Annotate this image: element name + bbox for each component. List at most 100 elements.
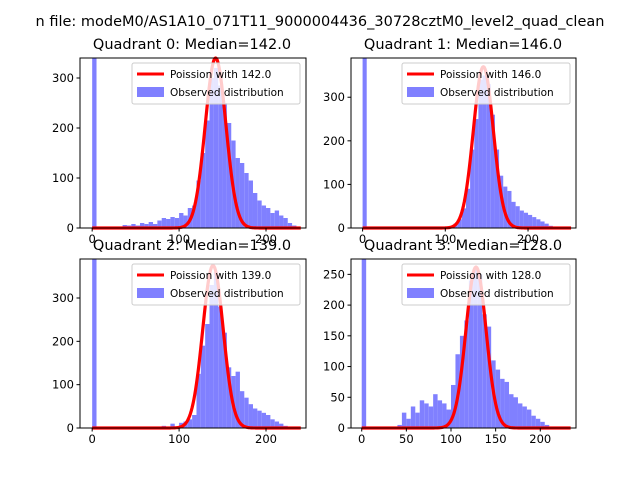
histogram-bar bbox=[209, 285, 214, 428]
histogram-bar bbox=[536, 219, 541, 228]
y-tick-label: 200 bbox=[323, 134, 345, 148]
histogram-bar bbox=[144, 224, 149, 228]
legend-histogram-label: Observed distribution bbox=[440, 87, 554, 99]
quadrant-1-panel: Quadrant 1: Median=146.0 0 100 200 0 100 200 3… bbox=[323, 37, 577, 246]
histogram-bar bbox=[252, 408, 258, 428]
legend-poisson-label: Poission with 146.0 bbox=[440, 69, 541, 81]
histogram-bar bbox=[218, 306, 223, 428]
x-tick-label: 50 bbox=[399, 432, 414, 446]
x-tick-label: 200 bbox=[255, 232, 277, 246]
histogram-bar bbox=[183, 215, 188, 228]
histogram-bar bbox=[507, 190, 512, 228]
x-tick-label: 150 bbox=[485, 432, 507, 446]
quadrant-2-legend: Poission with 139.0 Observed distributio… bbox=[131, 263, 301, 306]
histogram-bar bbox=[482, 75, 487, 228]
histogram-bar bbox=[437, 400, 443, 428]
histogram-bar bbox=[235, 158, 240, 228]
histogram-bar bbox=[415, 412, 420, 428]
histogram-bar bbox=[528, 214, 533, 228]
quadrant-0-axes-frame bbox=[79, 57, 307, 229]
histogram-bar bbox=[531, 415, 536, 428]
histogram-bar bbox=[401, 412, 407, 428]
figure-suptitle: n file: modeM0/AS1A10_071T11_9000004436_… bbox=[36, 14, 605, 30]
legend-box bbox=[131, 62, 301, 105]
histogram-bar bbox=[287, 223, 293, 228]
histogram-bar bbox=[428, 406, 434, 428]
histogram-bar bbox=[470, 149, 475, 228]
histogram-bar bbox=[166, 219, 171, 228]
quadrant-1-legend: Poission with 146.0 Observed distributio… bbox=[401, 62, 571, 105]
histogram-bar bbox=[526, 409, 532, 428]
histogram-bar bbox=[486, 84, 491, 229]
histogram-bar bbox=[257, 200, 262, 228]
histogram-bar bbox=[482, 314, 487, 428]
quadrant-3-title: Quadrant 3: Median=128.0 bbox=[364, 238, 562, 254]
histogram-bar bbox=[252, 193, 258, 228]
histogram-bar bbox=[459, 335, 465, 428]
legend-box bbox=[401, 263, 571, 306]
histogram-bar bbox=[511, 201, 516, 228]
quadrant-3-axes-frame bbox=[350, 258, 577, 429]
histogram-bar bbox=[179, 213, 184, 228]
y-tick-label: 0 bbox=[67, 421, 74, 435]
histogram-bar bbox=[248, 404, 253, 428]
y-tick-label: 100 bbox=[52, 171, 74, 185]
histogram-bar bbox=[187, 419, 193, 428]
y-tick-label: 300 bbox=[323, 90, 345, 104]
quadrant-3-panel: Quadrant 3: Median=128.0 0 50 100 150 200 0 50… bbox=[323, 238, 577, 446]
quadrant-3-legend: Poission with 128.0 Observed distributio… bbox=[401, 263, 571, 306]
histogram-bar bbox=[509, 394, 514, 428]
histogram-bar bbox=[279, 215, 284, 228]
quadrant-0-title: Quadrant 0: Median=142.0 bbox=[93, 37, 291, 53]
histogram-bar bbox=[261, 412, 267, 428]
legend-histogram-label: Observed distribution bbox=[440, 288, 554, 300]
legend-histogram-swatch bbox=[137, 288, 164, 298]
x-tick-label: 0 bbox=[359, 232, 366, 246]
y-tick-label: 100 bbox=[52, 378, 74, 392]
y-tick-label: 100 bbox=[323, 360, 345, 374]
histogram-bar bbox=[270, 419, 275, 428]
legend-histogram-swatch bbox=[137, 87, 164, 97]
histogram-bar bbox=[540, 421, 545, 428]
quadrant-2-ticks: 0 100 200 0 100 200 300 bbox=[52, 291, 277, 446]
histogram-bar bbox=[226, 123, 232, 228]
histogram-bar bbox=[148, 222, 154, 228]
histogram-bar bbox=[235, 371, 240, 428]
x-tick-label: 200 bbox=[517, 232, 539, 246]
quadrant-1-histogram bbox=[362, 58, 553, 229]
histogram-bar bbox=[535, 418, 541, 428]
histogram-bar bbox=[442, 403, 447, 428]
histogram-bar bbox=[544, 223, 549, 228]
histogram-bar bbox=[464, 320, 469, 428]
histogram-bar bbox=[465, 188, 471, 228]
histogram-bar bbox=[406, 418, 411, 428]
histogram-bar bbox=[261, 205, 267, 228]
histogram-bar bbox=[274, 421, 280, 428]
histogram-bar bbox=[209, 78, 214, 228]
y-tick-label: 0 bbox=[338, 421, 345, 435]
legend-histogram-swatch bbox=[407, 288, 434, 298]
x-tick-label: 0 bbox=[358, 432, 365, 446]
legend-box bbox=[131, 263, 301, 306]
histogram-bar bbox=[522, 406, 527, 428]
legend-poisson-label: Poission with 128.0 bbox=[440, 270, 541, 282]
histogram-bar bbox=[451, 384, 456, 428]
histogram-bar bbox=[131, 224, 136, 228]
y-tick-label: 150 bbox=[323, 329, 345, 343]
histogram-bar bbox=[157, 220, 162, 228]
quadrant-1-axes-frame bbox=[350, 57, 577, 229]
histogram-bar bbox=[446, 409, 451, 428]
histogram-bar bbox=[474, 119, 479, 228]
quadrant-3-ticks: 0 50 100 150 200 0 50 100 150 200 250 bbox=[323, 267, 551, 446]
histogram-bar bbox=[170, 217, 175, 228]
x-tick-label: 0 bbox=[89, 232, 96, 246]
quadrant-2-panel: Quadrant 2: Median=139.0 0 100 200 0 100 200 3… bbox=[52, 238, 307, 446]
histogram-bar bbox=[213, 272, 219, 428]
legend-histogram-swatch bbox=[407, 87, 434, 97]
quadrant-1-title: Quadrant 1: Median=146.0 bbox=[364, 37, 562, 53]
histogram-bar bbox=[478, 79, 483, 228]
histogram-bar bbox=[200, 345, 206, 428]
histogram-bar bbox=[362, 58, 367, 228]
y-tick-label: 200 bbox=[323, 298, 345, 312]
